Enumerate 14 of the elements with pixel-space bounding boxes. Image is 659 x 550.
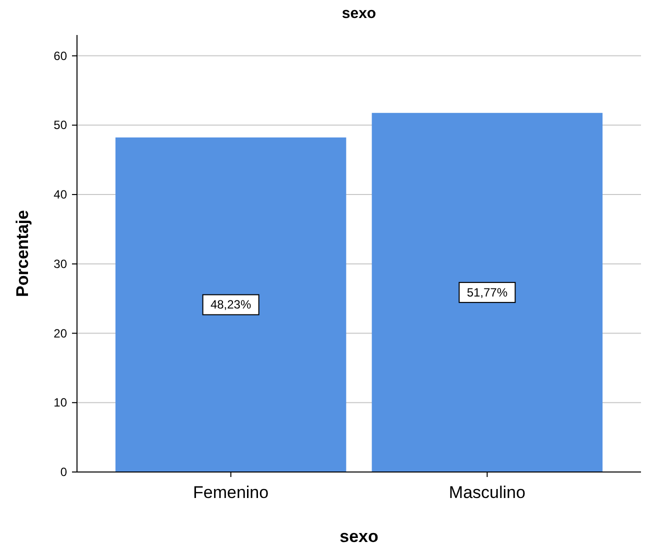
- y-axis-title: Porcentaje: [13, 210, 32, 297]
- chart-title: sexo: [342, 5, 376, 22]
- x-tick-label: Masculino: [448, 483, 526, 502]
- x-tick-label: Femenino: [193, 483, 269, 502]
- y-tick-label: 50: [54, 118, 68, 132]
- y-tick-label: 0: [60, 465, 68, 479]
- data-label: 48,23%: [210, 298, 252, 312]
- data-label: 51,77%: [466, 285, 508, 300]
- y-tick-label: 10: [54, 396, 68, 410]
- y-tick-label: 60: [54, 48, 68, 63]
- x-axis-title: sexo: [340, 527, 378, 546]
- y-tick-label: 20: [54, 326, 68, 340]
- y-tick-label: 30: [54, 256, 68, 271]
- y-tick-label: 40: [54, 188, 68, 202]
